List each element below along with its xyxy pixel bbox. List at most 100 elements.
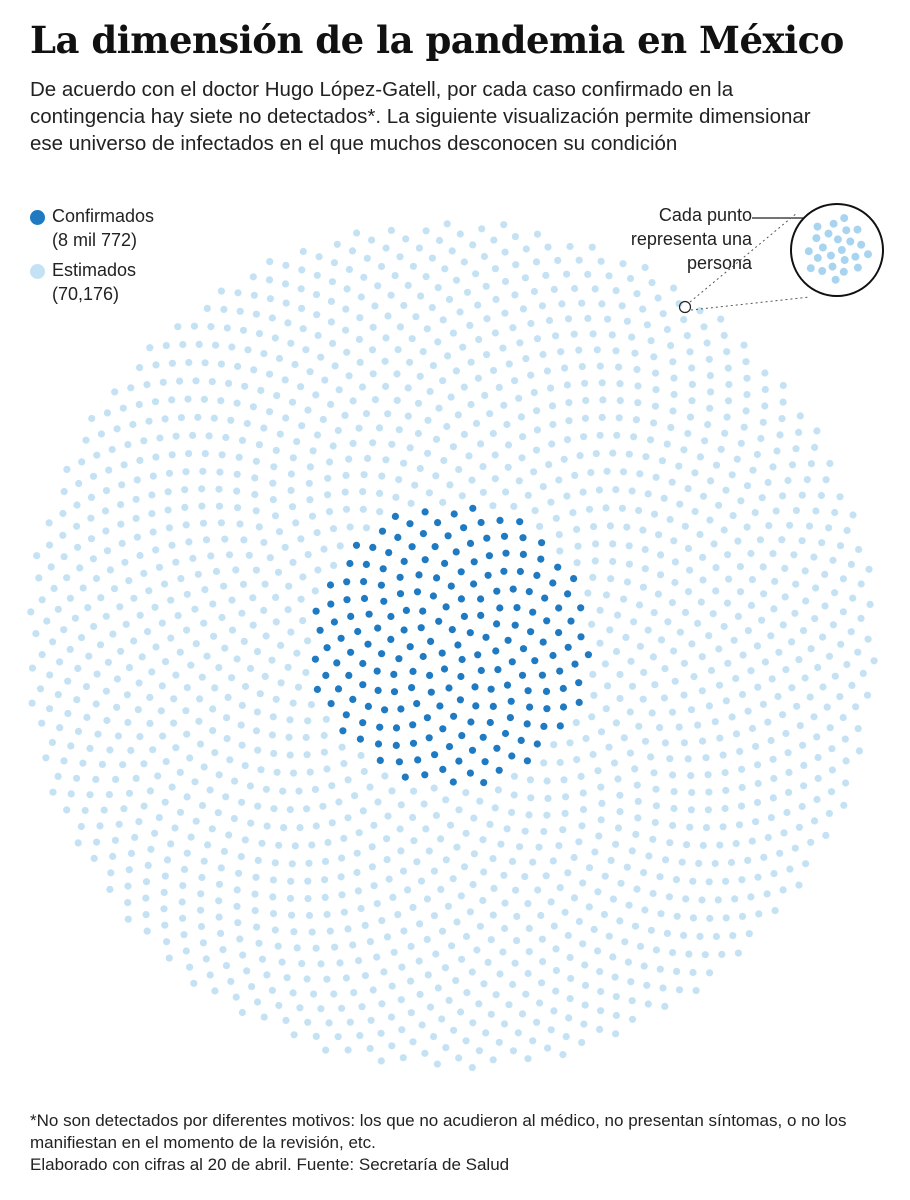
dot-confirmed (539, 638, 547, 646)
dot-estimated (730, 636, 738, 644)
dot-estimated (227, 416, 235, 424)
dot-confirmed (570, 575, 578, 583)
dot-estimated (748, 837, 756, 845)
dot-estimated (497, 840, 505, 848)
dot-estimated (297, 383, 305, 391)
dot-estimated (563, 381, 572, 389)
dot-estimated (208, 825, 216, 833)
dot-estimated (304, 551, 312, 559)
dot-estimated (118, 481, 126, 489)
dot-estimated (282, 299, 290, 307)
dot-estimated (788, 461, 797, 469)
dot-estimated (740, 341, 748, 349)
dot-confirmed (470, 580, 478, 588)
dot-estimated (409, 262, 417, 270)
dot-estimated (521, 827, 529, 835)
dot-confirmed (457, 568, 465, 576)
dot-estimated (779, 398, 787, 406)
dot-estimated (745, 930, 753, 938)
dot-estimated (233, 902, 241, 911)
dot-estimated (652, 802, 661, 810)
dot-estimated (160, 888, 168, 897)
dot-confirmed (423, 714, 431, 722)
dot-estimated (146, 719, 154, 728)
dot-estimated (404, 886, 412, 894)
dot-estimated (185, 450, 193, 458)
dot-estimated (604, 315, 612, 323)
dot-estimated (633, 365, 641, 374)
dot-estimated (110, 585, 119, 593)
dot-estimated (581, 961, 589, 969)
dot-estimated (255, 330, 264, 338)
dot-estimated (501, 309, 509, 317)
dot-estimated (103, 547, 112, 555)
dot-estimated (325, 1019, 333, 1027)
dot-estimated (77, 634, 86, 642)
dot-estimated (543, 777, 551, 785)
dot-estimated (596, 431, 604, 439)
source-note: Elaborado con cifras al 20 de abril. Fue… (30, 1155, 510, 1174)
dot-confirmed (513, 604, 521, 612)
dot-estimated (764, 833, 772, 842)
dot-estimated (732, 730, 741, 738)
dot-estimated (696, 530, 704, 539)
dot-confirmed (444, 532, 452, 540)
dot-estimated (103, 716, 111, 725)
dot-confirmed (364, 702, 372, 711)
dot-estimated (395, 426, 403, 434)
dot-estimated (519, 305, 528, 313)
dot-estimated (717, 315, 725, 323)
dot-estimated (641, 545, 649, 554)
dot-estimated (326, 458, 334, 466)
dot-estimated (500, 221, 508, 229)
dot-estimated (183, 590, 191, 598)
dot-estimated (56, 724, 64, 732)
dot-estimated (544, 794, 552, 803)
dot-confirmed (519, 645, 528, 653)
dot-estimated (299, 573, 307, 581)
dot-estimated (723, 413, 731, 421)
dot-estimated (334, 1033, 342, 1041)
dot-estimated (743, 391, 751, 399)
dot-estimated (855, 545, 863, 554)
dot-estimated (857, 580, 865, 588)
dot-estimated (748, 576, 757, 584)
dot-estimated (135, 400, 143, 409)
dot-estimated (238, 701, 246, 710)
dot-estimated (595, 486, 604, 494)
dot-estimated (114, 732, 122, 740)
dot-estimated (566, 739, 574, 747)
dot-confirmed (387, 635, 395, 644)
callout-target-circle (678, 300, 692, 314)
dot-estimated (353, 849, 361, 857)
magnifier-dot (818, 267, 827, 275)
dot-confirmed (400, 626, 408, 634)
dot-estimated (38, 719, 46, 727)
dot-estimated (434, 984, 442, 992)
dot-estimated (388, 982, 396, 990)
dot-estimated (649, 653, 658, 661)
dot-estimated (529, 858, 537, 866)
dot-estimated (241, 762, 249, 770)
dot-estimated (304, 877, 312, 885)
dot-estimated (490, 884, 498, 893)
dot-estimated (761, 658, 770, 666)
dot-estimated (782, 666, 790, 674)
dot-estimated (484, 958, 492, 967)
dot-estimated (681, 522, 689, 530)
dot-estimated (749, 466, 757, 474)
dot-estimated (625, 901, 633, 909)
dot-estimated (570, 330, 578, 338)
dot-estimated (743, 374, 751, 382)
dot-estimated (165, 524, 173, 532)
dot-estimated (160, 905, 168, 913)
dot-estimated (758, 494, 766, 502)
dot-estimated (393, 396, 401, 404)
dot-confirmed (567, 617, 575, 625)
dot-estimated (312, 391, 320, 399)
dot-estimated (612, 1011, 621, 1020)
dot-confirmed (425, 734, 433, 742)
dot-estimated (635, 722, 643, 730)
dot-confirmed (564, 643, 572, 651)
dot-confirmed (549, 651, 557, 660)
